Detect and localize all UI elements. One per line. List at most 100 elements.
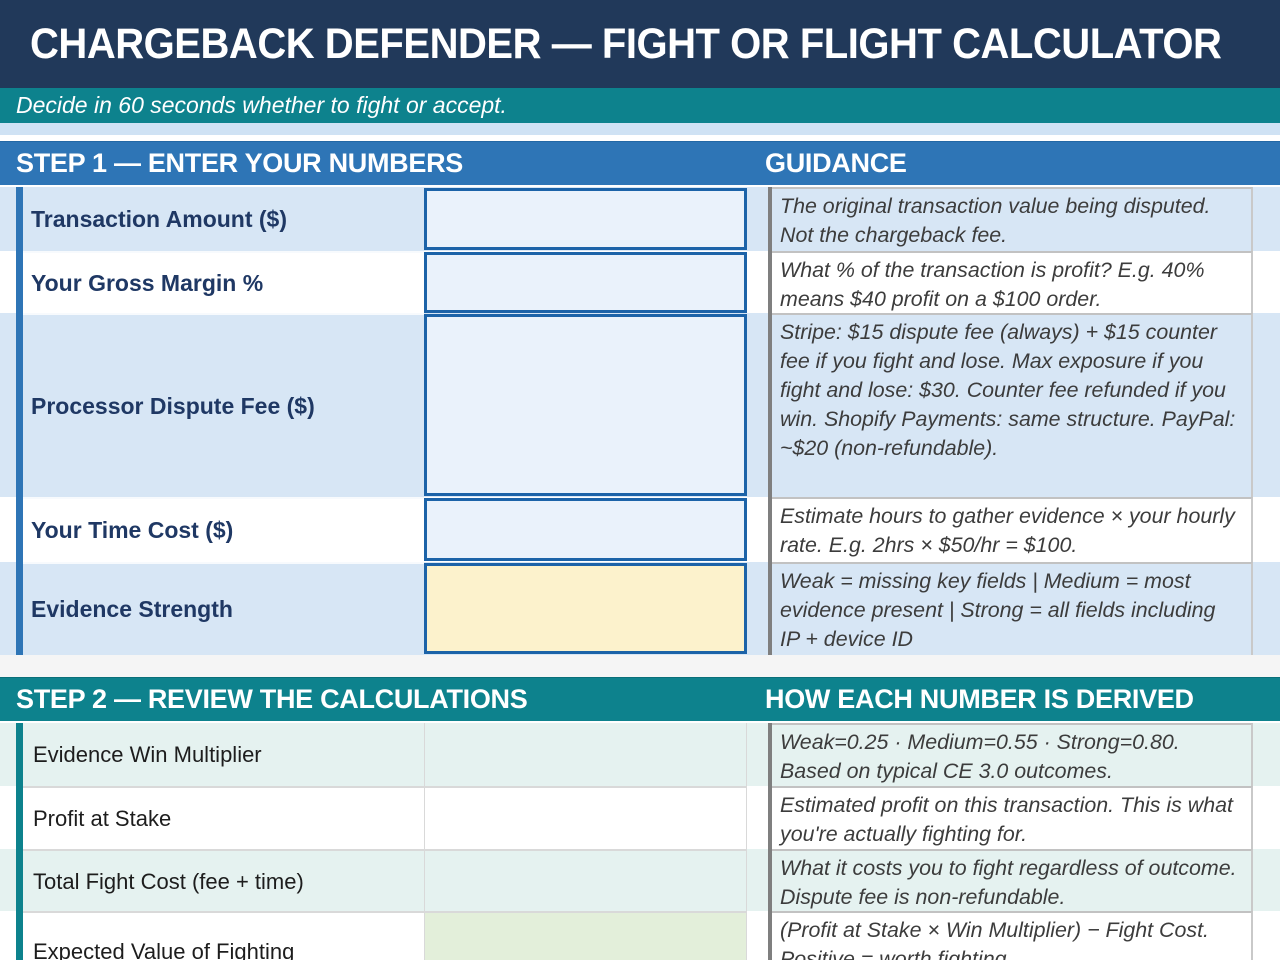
gutter (747, 723, 768, 786)
guidance-text: What % of the transaction is profit? E.g… (780, 258, 1205, 311)
value-cell (424, 187, 747, 251)
gutter (0, 497, 16, 562)
row-expected-value: Expected Value of Fighting (Profit at St… (0, 911, 1280, 960)
table-left-border (16, 911, 23, 960)
guidance-divider (768, 497, 772, 562)
row-label: Evidence Win Multiplier (33, 741, 262, 767)
table-left-border (16, 849, 23, 912)
guidance-cell: Stripe: $15 dispute fee (always) + $15 c… (772, 313, 1253, 497)
label-cell: Expected Value of Fighting (23, 911, 424, 960)
gutter (0, 251, 16, 314)
guidance-text: Estimated profit on this transaction. Th… (780, 793, 1233, 846)
gutter (1253, 251, 1280, 314)
guidance-text: The original transaction value being dis… (780, 194, 1211, 247)
guidance-divider (768, 251, 772, 314)
guidance-cell: What % of the transaction is profit? E.g… (772, 251, 1253, 314)
label-cell: Evidence Win Multiplier (23, 723, 424, 786)
row-total-fight-cost: Total Fight Cost (fee + time) What it co… (0, 849, 1280, 912)
profit-at-stake-value (424, 786, 747, 849)
page-title: CHARGEBACK DEFENDER — FIGHT OR FLIGHT CA… (30, 19, 1222, 68)
guidance-divider (768, 849, 772, 912)
section-gap (0, 655, 1280, 677)
guidance-text: What it costs you to fight regardless of… (780, 856, 1237, 909)
gutter (1253, 562, 1280, 655)
evidence-strength-input[interactable] (424, 563, 747, 654)
spacer (0, 185, 1280, 187)
row-gross-margin: Your Gross Margin % What % of the transa… (0, 251, 1280, 314)
row-label: Total Fight Cost (fee + time) (33, 868, 304, 894)
time-cost-input[interactable] (424, 498, 747, 561)
guidance-text: Estimate hours to gather evidence × your… (780, 504, 1235, 557)
gutter (747, 497, 768, 562)
gutter (0, 313, 16, 497)
gutter (1253, 313, 1280, 497)
label-cell: Transaction Amount ($) (23, 187, 424, 251)
subtitle-band: Decide in 60 seconds whether to fight or… (0, 88, 1280, 123)
step2-header-band: STEP 2 — REVIEW THE CALCULATIONS HOW EAC… (0, 677, 1280, 721)
table-left-border (16, 251, 23, 314)
gutter (1253, 187, 1280, 251)
gutter (747, 911, 768, 960)
guidance-text: Stripe: $15 dispute fee (always) + $15 c… (780, 320, 1236, 460)
guidance-divider (768, 562, 772, 655)
row-label: Your Time Cost ($) (31, 517, 234, 543)
label-cell: Your Gross Margin % (23, 251, 424, 314)
guidance-cell: Weak=0.25 · Medium=0.55 · Strong=0.80. B… (772, 723, 1253, 786)
step1-header-band: STEP 1 — ENTER YOUR NUMBERS GUIDANCE (0, 141, 1280, 185)
gutter (0, 187, 16, 251)
gutter (0, 911, 16, 960)
guidance-header: GUIDANCE (765, 148, 907, 178)
gutter (1253, 497, 1280, 562)
guidance-cell: Weak = missing key fields | Medium = mos… (772, 562, 1253, 655)
spacer (0, 135, 1280, 141)
label-cell: Your Time Cost ($) (23, 497, 424, 562)
row-win-multiplier: Evidence Win Multiplier Weak=0.25 · Medi… (0, 723, 1280, 786)
gutter (747, 251, 768, 314)
guidance-divider (768, 187, 772, 251)
value-cell (424, 251, 747, 314)
gutter (1253, 849, 1280, 912)
step2-header: STEP 2 — REVIEW THE CALCULATIONS (16, 684, 528, 714)
guidance-cell: (Profit at Stake × Win Multiplier) − Fig… (772, 911, 1253, 960)
spacer (0, 721, 1280, 723)
guidance-text: (Profit at Stake × Win Multiplier) − Fig… (780, 918, 1209, 960)
table-left-border (16, 723, 23, 786)
guidance-text: Weak=0.25 · Medium=0.55 · Strong=0.80. B… (780, 730, 1180, 783)
value-cell (424, 497, 747, 562)
gutter (0, 786, 16, 849)
label-cell: Evidence Strength (23, 562, 424, 655)
table-left-border (16, 786, 23, 849)
row-label: Transaction Amount ($) (31, 205, 287, 232)
value-cell (424, 562, 747, 655)
gutter (1253, 911, 1280, 960)
gross-margin-input[interactable] (424, 252, 747, 313)
derivation-header: HOW EACH NUMBER IS DERIVED (765, 684, 1194, 714)
gutter (0, 723, 16, 786)
expected-value-of-fighting-value (424, 911, 747, 960)
page-subtitle: Decide in 60 seconds whether to fight or… (16, 92, 507, 118)
guidance-divider (768, 313, 772, 497)
gutter (0, 849, 16, 912)
table-left-border (16, 562, 23, 655)
guidance-text: Weak = missing key fields | Medium = mos… (780, 569, 1216, 651)
guidance-divider (768, 786, 772, 849)
gutter (747, 313, 768, 497)
transaction-amount-input[interactable] (424, 188, 747, 250)
table-left-border (16, 313, 23, 497)
gutter (747, 786, 768, 849)
gutter (747, 849, 768, 912)
guidance-cell: What it costs you to fight regardless of… (772, 849, 1253, 912)
row-label: Evidence Strength (31, 596, 233, 622)
guidance-cell: Estimated profit on this transaction. Th… (772, 786, 1253, 849)
dispute-fee-input[interactable] (424, 314, 747, 496)
step1-header: STEP 1 — ENTER YOUR NUMBERS (16, 148, 463, 178)
row-time-cost: Your Time Cost ($) Estimate hours to gat… (0, 497, 1280, 562)
evidence-win-multiplier-value (424, 723, 747, 786)
row-label: Profit at Stake (33, 805, 172, 831)
row-transaction-amount: Transaction Amount ($) The original tran… (0, 187, 1280, 251)
row-evidence-strength: Evidence Strength Weak = missing key fie… (0, 562, 1280, 655)
total-fight-cost-value (424, 849, 747, 912)
label-cell: Total Fight Cost (fee + time) (23, 849, 424, 912)
guidance-cell: The original transaction value being dis… (772, 187, 1253, 251)
